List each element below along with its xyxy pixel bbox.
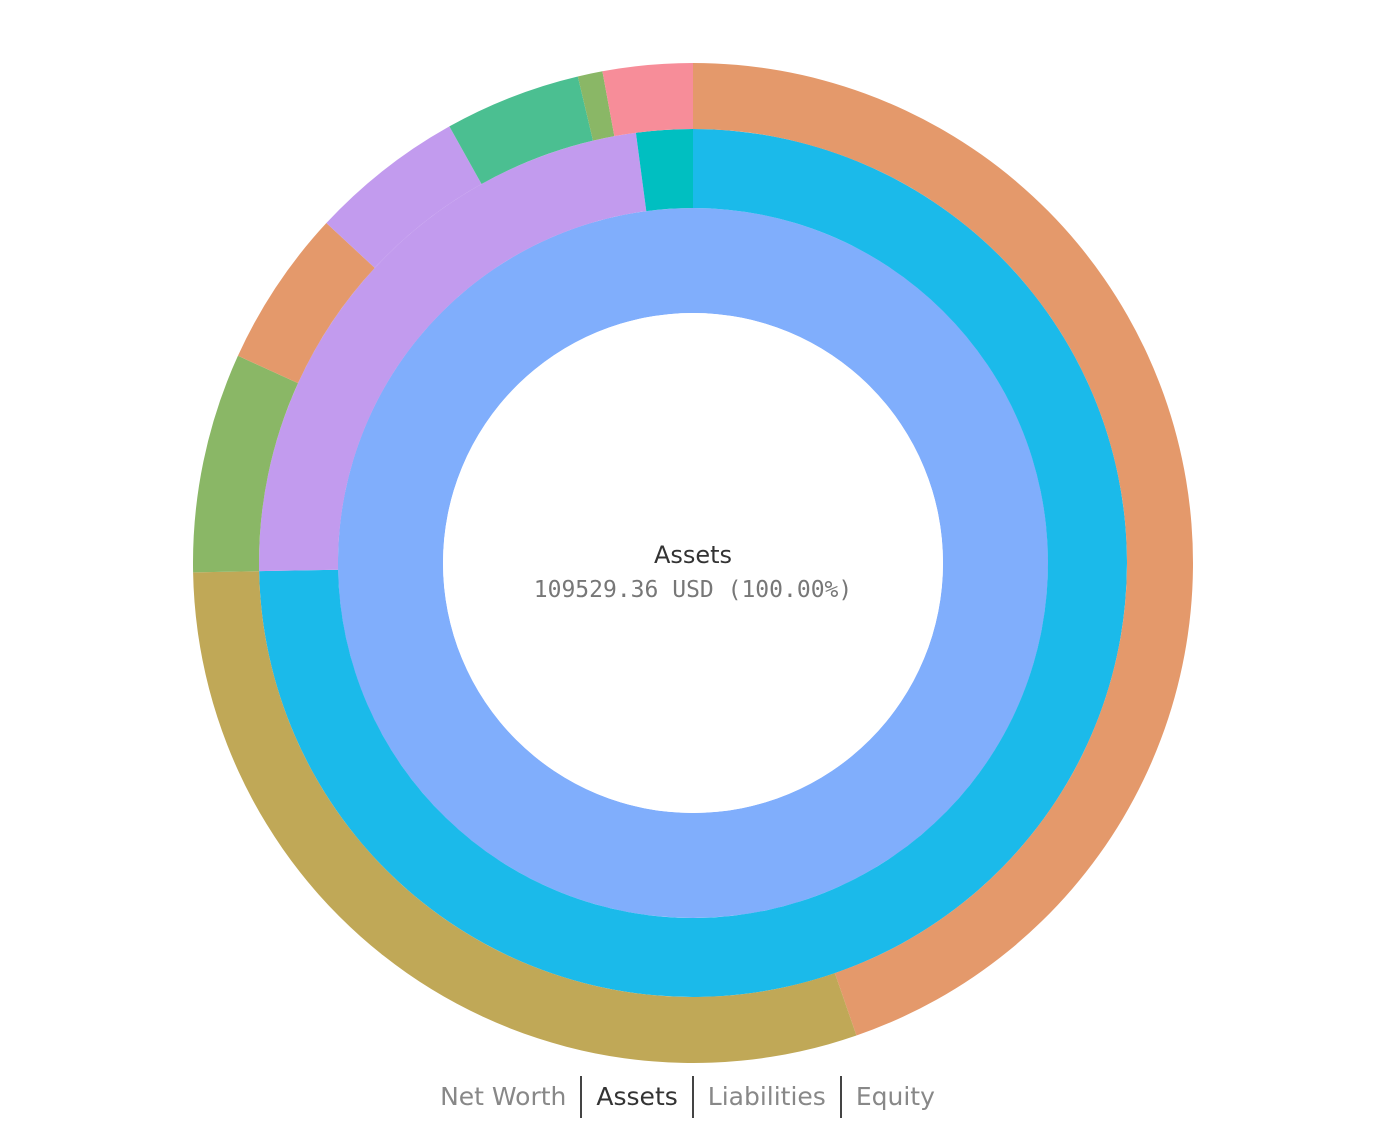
sunburst-segment-ring3-3[interactable] bbox=[193, 355, 299, 573]
center-value: 109529.36 USD (100.00%) bbox=[534, 577, 853, 603]
sunburst-segment-ring3-6[interactable] bbox=[449, 76, 594, 185]
tab-separator bbox=[691, 1076, 694, 1118]
tab-assets[interactable]: Assets bbox=[596, 1082, 678, 1111]
tab-liabilities[interactable]: Liabilities bbox=[707, 1082, 826, 1111]
tab-separator bbox=[839, 1076, 842, 1118]
sunburst-chart: Assets 109529.36 USD (100.00%) bbox=[193, 63, 1193, 1063]
sunburst-segment-ring3-4[interactable] bbox=[237, 223, 375, 384]
sunburst-segment-ring2-3[interactable] bbox=[635, 129, 693, 212]
tab-separator bbox=[580, 1076, 583, 1118]
sunburst-segment-ring1-1[interactable] bbox=[337, 207, 1049, 918]
center-hole bbox=[443, 313, 943, 813]
sunburst-segment-ring3-8[interactable] bbox=[602, 63, 693, 137]
sunburst-segments bbox=[193, 63, 1193, 1063]
sunburst-segment-ring3-5[interactable] bbox=[326, 126, 482, 268]
sunburst-segment-ring3-2[interactable] bbox=[193, 571, 857, 1063]
sunburst-segment-ring2-2[interactable] bbox=[258, 132, 647, 572]
center-title: Assets bbox=[654, 541, 732, 569]
view-tabs: Net Worth Assets Liabilities Equity bbox=[0, 1074, 1375, 1120]
sunburst-segment-ring3-1[interactable] bbox=[693, 63, 1193, 1036]
tab-equity[interactable]: Equity bbox=[855, 1082, 935, 1111]
tab-net-worth[interactable]: Net Worth bbox=[440, 1082, 567, 1111]
sunburst-segment-ring3-7[interactable] bbox=[577, 71, 615, 141]
